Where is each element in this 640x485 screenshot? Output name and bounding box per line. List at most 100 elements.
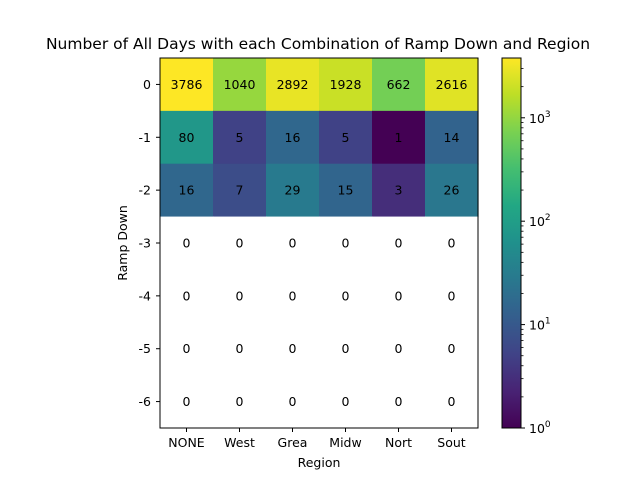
heatmap-cell — [372, 110, 426, 165]
heatmap-cell-label: 0 — [183, 341, 191, 356]
heatmap-cell — [160, 110, 214, 165]
heatmap-cell-label: 0 — [183, 288, 191, 303]
heatmap-cell — [213, 269, 267, 323]
heatmap-cell — [319, 216, 373, 271]
heatmap-cell-label: 0 — [448, 341, 456, 356]
heatmap-cell-label: 29 — [285, 183, 301, 198]
heatmap-cell — [372, 322, 426, 376]
heatmap-cell-label: 662 — [387, 77, 411, 92]
heatmap-cell-label: 0 — [236, 236, 244, 251]
heatmap-cell-label: 0 — [448, 394, 456, 409]
heatmap-cell — [319, 269, 373, 323]
heatmap-cell-label: 0 — [342, 341, 350, 356]
heatmap-cell-label: 0 — [183, 394, 191, 409]
colorbar-tick-label: 100 — [529, 420, 551, 436]
heatmap-cell-label: 0 — [183, 236, 191, 251]
heatmap-cell — [319, 110, 373, 165]
heatmap-cell — [319, 163, 373, 218]
heatmap-cell-label: 0 — [395, 288, 403, 303]
x-axis-ticks: NONE West Grea Midw Nort Sout — [168, 428, 466, 450]
colorbar-tick-label: 102 — [529, 213, 551, 229]
heatmap-cell — [319, 322, 373, 376]
heatmap-cell — [425, 375, 479, 429]
heatmap-cell-label: 1040 — [224, 77, 256, 92]
chart-title: Number of All Days with each Combination… — [46, 35, 590, 53]
heatmap-cell-label: 15 — [338, 183, 354, 198]
heatmap-cell-label: 16 — [285, 130, 301, 145]
heatmap-cell — [372, 163, 426, 218]
heatmap-cell — [160, 375, 214, 429]
heatmap-cell-label: 0 — [342, 394, 350, 409]
heatmap-cell-label: 7 — [236, 183, 244, 198]
heatmap-cell — [425, 110, 479, 165]
heatmap-cell — [266, 269, 320, 323]
heatmap-cell — [160, 269, 214, 323]
y-tick-label: -6 — [139, 394, 152, 409]
y-tick-label: 0 — [143, 77, 151, 92]
heatmap-cell — [266, 375, 320, 429]
heatmap-cell-label: 2892 — [277, 77, 309, 92]
heatmap-cell-label: 16 — [179, 183, 195, 198]
heatmap-cell — [425, 163, 479, 218]
heatmap-cell-label: 2616 — [436, 77, 468, 92]
heatmap-cell — [425, 58, 479, 112]
heatmap-cell-label: 0 — [236, 394, 244, 409]
heatmap-cell-labels: 3786 1040 2892 1928 662 2616 80 5 16 5 1 14 16 7 29 15 3… — [171, 77, 468, 409]
colorbar-gradient — [501, 57, 522, 429]
heatmap-cell — [425, 269, 479, 323]
heatmap-cell — [425, 216, 479, 271]
x-tick-label: Grea — [278, 435, 308, 450]
x-tick-label: Sout — [437, 435, 466, 450]
heatmap-cell — [425, 322, 479, 376]
heatmap-cell-label: 5 — [342, 130, 350, 145]
colorbar: 100 101 102 103 — [501, 57, 551, 436]
heatmap-cell-label: 0 — [236, 288, 244, 303]
heatmap-cell-label: 0 — [342, 236, 350, 251]
x-tick-label: NONE — [168, 435, 205, 450]
heatmap-cell — [319, 58, 373, 112]
heatmap-cell-label: 3 — [395, 183, 403, 198]
y-axis-label: Ramp Down — [115, 205, 130, 281]
heatmap-cell — [319, 375, 373, 429]
y-axis-ticks: 0 -1 -2 -3 -4 -5 -6 — [139, 77, 160, 409]
heatmap-cell-label: 26 — [444, 183, 460, 198]
heatmap-cell — [213, 163, 267, 218]
heatmap-cell-label: 0 — [448, 288, 456, 303]
x-tick-label: Nort — [385, 435, 412, 450]
y-tick-label: -4 — [139, 288, 152, 303]
heatmap-cell-label: 0 — [395, 236, 403, 251]
x-tick-label: West — [224, 435, 255, 450]
heatmap-cell-label: 80 — [179, 130, 195, 145]
heatmap-cell — [372, 216, 426, 271]
heatmap-cell — [213, 322, 267, 376]
heatmap-cell-label: 0 — [395, 394, 403, 409]
heatmap-cell — [372, 269, 426, 323]
y-tick-label: -1 — [139, 130, 151, 145]
x-axis-label: Region — [298, 455, 341, 470]
heatmap-cell-label: 0 — [289, 341, 297, 356]
heatmap-cell — [213, 216, 267, 271]
heatmap-cell-label: 0 — [395, 341, 403, 356]
heatmap-cell-label: 0 — [448, 236, 456, 251]
heatmap-cell-label: 0 — [289, 236, 297, 251]
heatmap-cell-label: 5 — [236, 130, 244, 145]
heatmap-cell — [266, 58, 320, 112]
colorbar-tick-label: 101 — [529, 317, 551, 333]
heatmap-cell-label: 3786 — [171, 77, 203, 92]
heatmap-cell — [160, 322, 214, 376]
heatmap-cell-label: 1 — [395, 130, 403, 145]
y-tick-label: -2 — [139, 183, 151, 198]
heatmap-cell — [213, 58, 267, 112]
y-tick-label: -3 — [139, 236, 151, 251]
x-tick-label: Midw — [329, 435, 361, 450]
heatmap-cell — [213, 375, 267, 429]
heatmap-cell-label: 0 — [289, 288, 297, 303]
heatmap-cells — [160, 58, 479, 429]
heatmap-cell-label: 0 — [236, 341, 244, 356]
y-tick-label: -5 — [139, 341, 151, 356]
heatmap-cell-label: 0 — [289, 394, 297, 409]
heatmap-cell-label: 1928 — [330, 77, 362, 92]
heatmap-cell-label: 0 — [342, 288, 350, 303]
heatmap-cell-label: 14 — [444, 130, 460, 145]
